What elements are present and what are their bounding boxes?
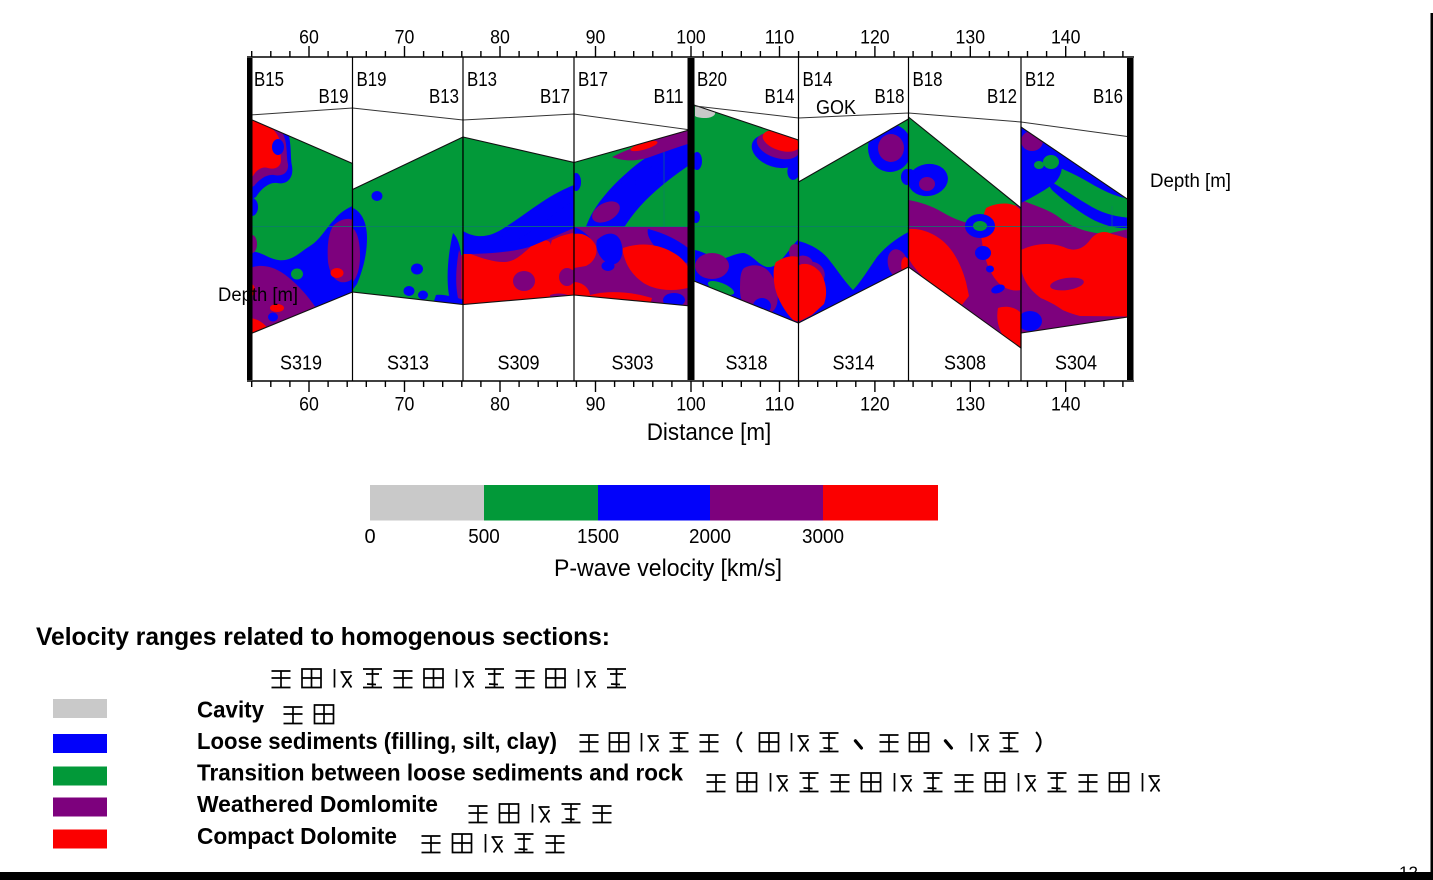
svg-text:S308: S308 <box>944 353 986 375</box>
svg-text:140: 140 <box>1051 394 1081 416</box>
svg-text:3000: 3000 <box>802 526 844 548</box>
svg-text:60: 60 <box>299 394 319 416</box>
svg-text:B18: B18 <box>875 86 905 108</box>
svg-text:B13: B13 <box>467 69 497 91</box>
svg-text:B14: B14 <box>765 86 795 108</box>
svg-text:B15: B15 <box>254 69 284 91</box>
svg-text:1500: 1500 <box>577 526 619 548</box>
svg-text:90: 90 <box>586 27 606 49</box>
svg-text:B14: B14 <box>803 69 833 91</box>
svg-text:B12: B12 <box>987 86 1017 108</box>
svg-text:100: 100 <box>676 27 706 49</box>
svg-text:B12: B12 <box>1025 69 1055 91</box>
svg-text:S319: S319 <box>280 353 322 375</box>
svg-text:S313: S313 <box>387 353 429 375</box>
svg-text:B17: B17 <box>578 69 608 91</box>
svg-text:B16: B16 <box>1093 86 1123 108</box>
svg-text:P-wave velocity [km/s]: P-wave velocity [km/s] <box>554 555 782 582</box>
svg-text:Compact Dolomite: Compact Dolomite <box>197 823 397 849</box>
svg-text:B20: B20 <box>697 69 727 91</box>
svg-text:120: 120 <box>860 394 890 416</box>
svg-text:130: 130 <box>956 27 986 49</box>
svg-text:S314: S314 <box>833 353 875 375</box>
svg-text:110: 110 <box>765 394 795 416</box>
svg-text:Transition between loose sedim: Transition between loose sediments and r… <box>197 760 683 786</box>
svg-text:S309: S309 <box>498 353 540 375</box>
svg-text:Cavity: Cavity <box>197 696 264 722</box>
svg-text:Depth [m]: Depth [m] <box>218 285 298 306</box>
svg-text:100: 100 <box>676 394 706 416</box>
svg-text:120: 120 <box>860 27 890 49</box>
svg-text:60: 60 <box>299 27 319 49</box>
svg-text:110: 110 <box>765 27 795 49</box>
svg-text:0: 0 <box>364 526 375 548</box>
svg-text:80: 80 <box>490 394 510 416</box>
svg-text:S304: S304 <box>1055 353 1097 375</box>
svg-text:Loose sediments (filling, silt: Loose sediments (filling, silt, clay) <box>197 728 557 754</box>
svg-text:90: 90 <box>586 394 606 416</box>
svg-text:Depth [m]: Depth [m] <box>1150 171 1231 192</box>
svg-text:S303: S303 <box>612 353 654 375</box>
svg-text:B19: B19 <box>357 69 387 91</box>
svg-text:500: 500 <box>468 526 500 548</box>
svg-text:GOK: GOK <box>816 97 857 119</box>
svg-text:Weathered Domlomite: Weathered Domlomite <box>197 791 438 817</box>
svg-text:S318: S318 <box>726 353 768 375</box>
svg-text:80: 80 <box>490 27 510 49</box>
svg-text:B18: B18 <box>913 69 943 91</box>
svg-text:130: 130 <box>956 394 986 416</box>
svg-text:B19: B19 <box>319 86 349 108</box>
svg-text:B17: B17 <box>540 86 570 108</box>
svg-text:Velocity ranges related to hom: Velocity ranges related to homogenous se… <box>36 623 610 651</box>
svg-text:B11: B11 <box>654 86 684 108</box>
svg-text:B13: B13 <box>429 86 459 108</box>
svg-text:2000: 2000 <box>689 526 731 548</box>
svg-text:140: 140 <box>1051 27 1081 49</box>
svg-text:70: 70 <box>395 27 415 49</box>
svg-text:Distance [m]: Distance [m] <box>647 419 772 446</box>
svg-text:70: 70 <box>395 394 415 416</box>
